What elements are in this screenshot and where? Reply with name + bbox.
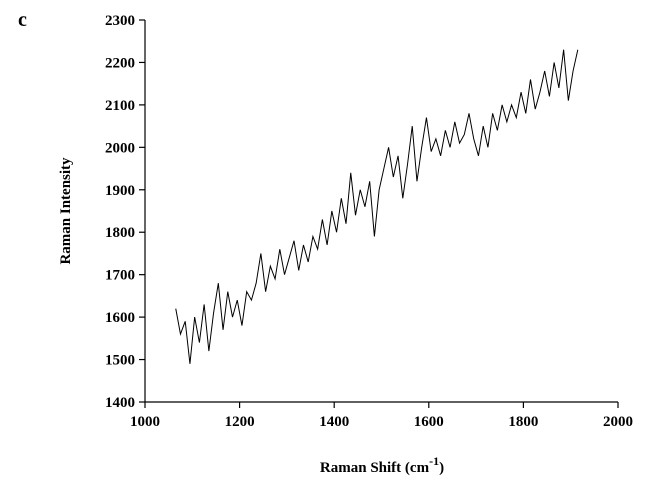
y-tick-label: 1800	[105, 225, 135, 241]
x-tick-label: 1800	[508, 414, 538, 430]
panel-label: c	[18, 9, 27, 31]
y-tick-label: 1500	[105, 353, 135, 369]
y-tick-label: 1600	[105, 310, 135, 326]
x-tick-label: 1000	[130, 414, 160, 430]
x-axis-label-superscript: -1	[429, 454, 439, 468]
x-tick-label: 1200	[225, 414, 255, 430]
x-tick-label: 1400	[319, 414, 349, 430]
y-tick-label: 1700	[105, 268, 135, 284]
y-tick-label: 2300	[105, 13, 135, 29]
y-tick-label: 2200	[105, 55, 135, 71]
y-tick-label: 2000	[105, 140, 135, 156]
y-axis-label: Raman Intensity	[58, 157, 74, 265]
y-tick-label: 1400	[105, 395, 135, 411]
spectrum-line	[175, 49, 579, 364]
x-axis-label-text: Raman Shift (cm	[320, 460, 430, 476]
y-tick-label: 2100	[105, 98, 135, 114]
x-axis-label-suffix: )	[439, 460, 444, 476]
x-tick-label: 1600	[414, 414, 444, 430]
x-tick-label: 2000	[603, 414, 633, 430]
y-tick-label: 1900	[105, 183, 135, 199]
x-axis-label: Raman Shift (cm-1)	[320, 454, 444, 476]
